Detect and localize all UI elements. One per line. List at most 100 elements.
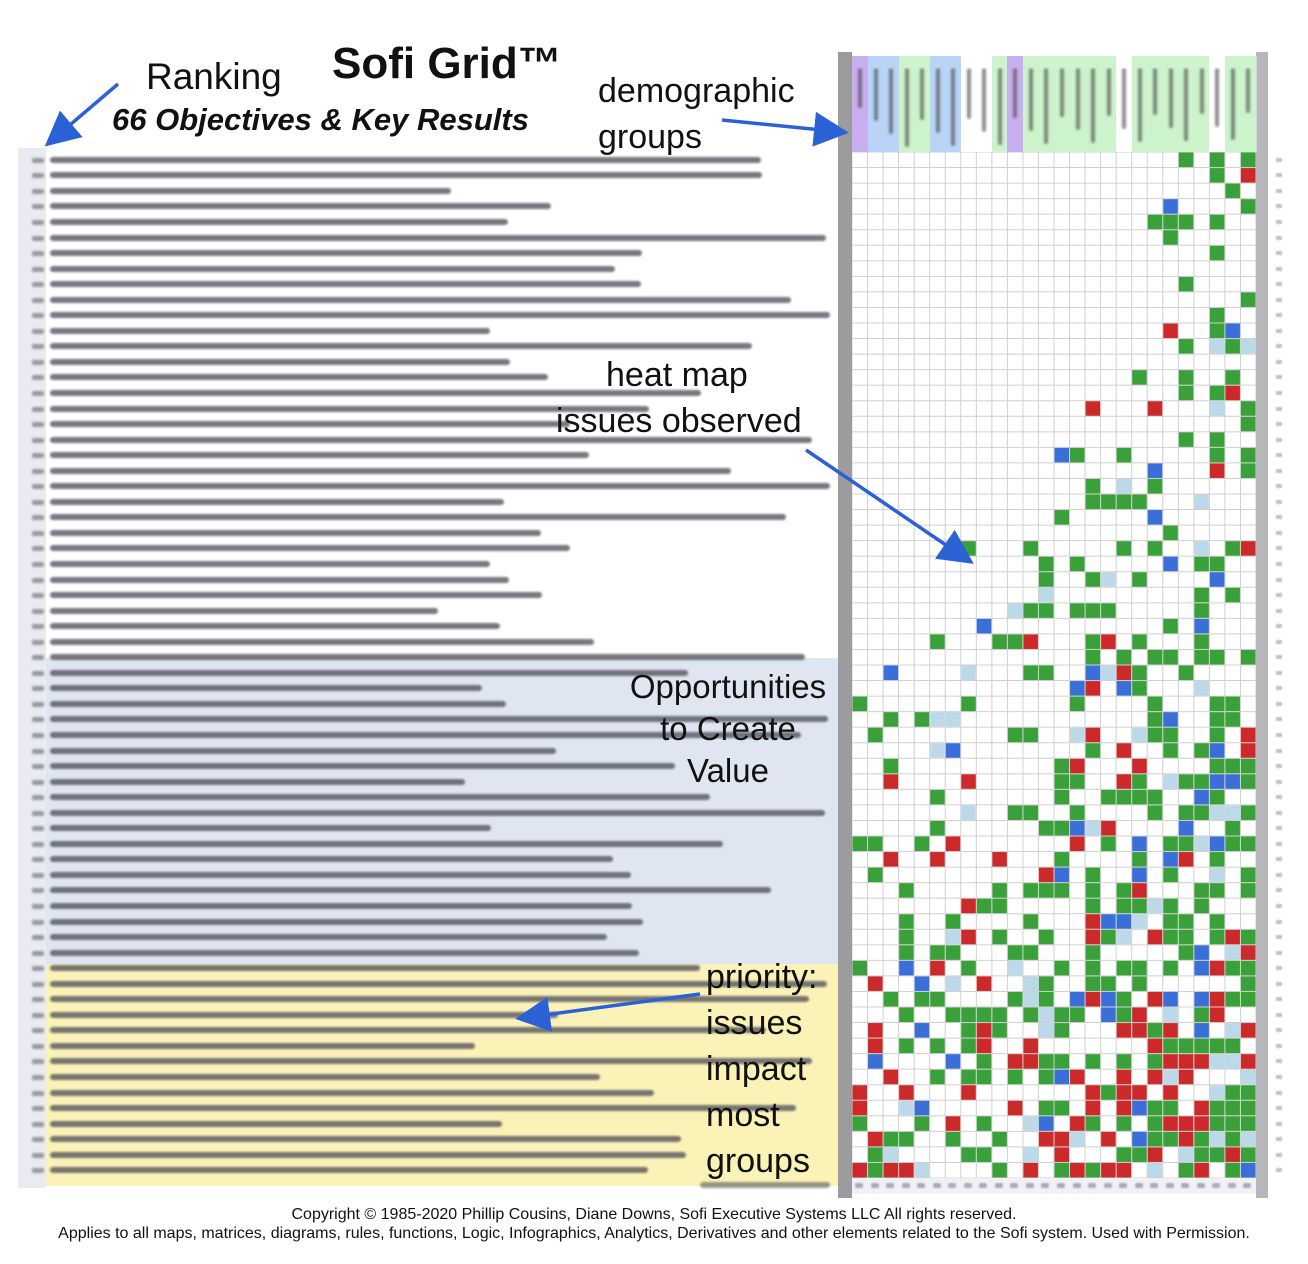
heatmap-cell (1054, 774, 1070, 789)
heatmap-cell (1116, 789, 1132, 805)
objective-rank-mark (32, 1137, 44, 1143)
heatmap-cell (1132, 1007, 1147, 1023)
heatmap-cell (1054, 883, 1070, 898)
total-value-mark (1165, 1183, 1174, 1188)
heatmap-cell (1163, 898, 1178, 914)
heatmap-cell (1178, 432, 1194, 447)
heatmap-cell (1194, 1147, 1209, 1162)
objective-text-line (50, 623, 500, 630)
heatmap-cell (1163, 867, 1178, 883)
heatmap-cell (1147, 463, 1163, 478)
heatmap-cell (1070, 836, 1085, 852)
objective-text-line (50, 560, 490, 567)
heatmap-cell (1132, 960, 1147, 976)
heatmap-cell (883, 1162, 899, 1178)
heatmap-cell (1163, 727, 1178, 743)
objective-rank-mark (32, 966, 44, 972)
heatmap-cell (1085, 929, 1101, 945)
objective-text-line (50, 763, 675, 770)
objective-text-line (50, 529, 541, 536)
row-count-mark (1276, 219, 1282, 224)
heatmap-cell (1070, 805, 1085, 820)
heatmap-cell (1240, 836, 1256, 852)
heatmap-cell (868, 1054, 883, 1069)
heatmap-cell (1116, 914, 1132, 929)
objective-text-line (50, 654, 805, 661)
objective-text-line (50, 421, 570, 428)
heatmap-cell (1101, 634, 1116, 649)
heatmap-cell (1054, 1162, 1070, 1178)
heatmap-cell (1132, 494, 1147, 510)
objective-text-line (50, 747, 556, 754)
objective-text-line (50, 1027, 766, 1034)
heatmap-cell (1038, 1100, 1054, 1116)
heatmap-cell (1116, 883, 1132, 898)
total-value-mark (1227, 1183, 1236, 1188)
total-value-mark (901, 1183, 910, 1188)
heatmap-cell (1038, 1131, 1054, 1147)
heatmap-cell (1101, 991, 1116, 1007)
heatmap-cell (1007, 945, 1023, 960)
objective-text-line (50, 172, 762, 179)
heatmap-cell (992, 929, 1007, 945)
heatmap-cell (1116, 1100, 1132, 1116)
heatmap-cell (1209, 712, 1225, 727)
heatmap-cell (1209, 245, 1225, 261)
heatmap-cell (1194, 556, 1209, 572)
heatmap-cell (961, 665, 976, 681)
objective-rank-mark (32, 1106, 44, 1112)
row-count-mark (1276, 1106, 1282, 1111)
heatmap-cell (1225, 945, 1240, 960)
heatmap-cell (1085, 727, 1101, 743)
heatmap-cell (1225, 1116, 1240, 1131)
objective-text-line (50, 1058, 812, 1065)
objective-rank-mark (32, 748, 44, 754)
row-count-mark (1276, 748, 1282, 753)
total-value-mark (1181, 1183, 1190, 1188)
heatmap-cell (1225, 183, 1240, 199)
objective-rank-mark (32, 1121, 44, 1127)
heatmap-cell (1147, 789, 1163, 805)
row-count-mark (1276, 499, 1282, 504)
heatmap-cell (1023, 976, 1038, 991)
heatmap-cell (1101, 929, 1116, 945)
heatmap-cell (1225, 1085, 1240, 1100)
heatmap-cell (868, 836, 883, 852)
objective-rank-mark (32, 872, 44, 878)
objective-rank-mark (32, 468, 44, 474)
heatmap-cell (1070, 1162, 1085, 1178)
heatmap-cell (992, 1131, 1007, 1147)
total-value-mark (1243, 1183, 1252, 1188)
objective-rank-mark (32, 1059, 44, 1065)
heatmap-cell (1163, 618, 1178, 634)
heatmap-cell (868, 1131, 883, 1147)
objective-rank-mark (32, 1152, 44, 1158)
row-count-mark (1276, 966, 1282, 971)
heatmap-cell (961, 898, 976, 914)
heatmap-cell (868, 1162, 883, 1178)
objective-rank-mark (32, 157, 44, 163)
total-value-mark (886, 1183, 895, 1188)
objective-text-line (50, 1089, 654, 1096)
heatmap-cell (1116, 991, 1132, 1007)
heatmap-cell (883, 1069, 899, 1085)
heatmap-cell (899, 883, 914, 898)
heatmap-cell (976, 618, 992, 634)
objective-text-line (50, 840, 723, 847)
heatmap-cell (1038, 991, 1054, 1007)
objective-text-line (50, 716, 828, 723)
heatmap-cell (930, 852, 945, 867)
heatmap-cell (1085, 898, 1101, 914)
heatmap-cell (1085, 991, 1101, 1007)
heatmap-cell (1054, 1100, 1070, 1116)
objective-rank-mark (32, 826, 44, 832)
heatmap-cell (976, 898, 992, 914)
heatmap-cell (1209, 789, 1225, 805)
heatmap-cell (945, 743, 961, 758)
heatmap-cell (1116, 1147, 1132, 1162)
heatmap-cell (1209, 556, 1225, 572)
heatmap-cell (852, 1085, 868, 1100)
heatmap-cell (868, 1023, 883, 1038)
heatmap-cell (1101, 1131, 1116, 1147)
heatmap-cell (961, 1085, 976, 1100)
